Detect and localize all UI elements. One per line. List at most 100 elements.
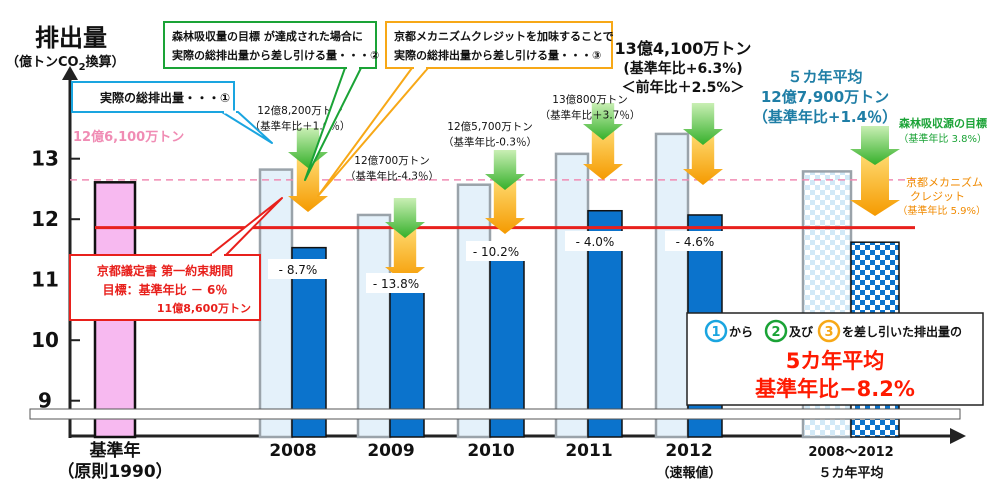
- forest-sink-arrow-avg: [850, 126, 900, 165]
- data-label-y2009-1: （基準年比-4.3％）: [345, 170, 439, 183]
- result-main-line1: 5カ年平均: [786, 349, 885, 373]
- y-tick-label-13: 13: [31, 147, 59, 171]
- y-axis-label-part2: 換算）: [86, 54, 125, 70]
- kyoto-credit-arrow-y2011: [583, 124, 623, 180]
- x-axis-labels: 基準年（原則1990） 2008 2009 2010 2011 2012 （速報値） 2008…: [57, 440, 893, 482]
- result-box: 1 から 2 及び 3 を差し引いた排出量の 5カ年平均 基準年比−8.2%: [686, 312, 984, 406]
- y-ticks: 9 10 11 12 13: [31, 147, 80, 413]
- kyoto-protocol-line2: 目標：基準年比 － 6％: [103, 282, 228, 297]
- forest-target-label-line2: （基準年比 3.8%）: [898, 132, 987, 145]
- data-label-y2009-0: 12億700万トン: [354, 154, 429, 167]
- circled-two-icon: [764, 319, 788, 343]
- data-label-y2010-0: 12億5,700万トン: [447, 120, 532, 133]
- reduction-arrows: [288, 103, 900, 283]
- kyoto-callout-box: [385, 21, 613, 69]
- y-tick-label-10: 10: [31, 328, 59, 352]
- kyoto-credit-label-line3: （基準年比 5.9%）: [897, 204, 986, 217]
- data-label-y2012-0: 13億4,100万トン: [615, 39, 752, 58]
- forest-sink-arrow-y2008: [288, 128, 328, 168]
- y-axis-label: （億トンCO2換算）: [6, 54, 125, 73]
- kyoto-credit-arrow-y2010: [485, 174, 525, 234]
- x-label-y2011: 2011: [565, 441, 612, 461]
- y-axis-arrowhead: [62, 66, 78, 80]
- data-label-avg-2: （基準年比+1.4％）: [753, 108, 897, 126]
- circled-one-digit: 1: [711, 325, 720, 340]
- reduction-label-y2008: - 8.7%: [279, 263, 318, 277]
- data-label-y2008-0: 12億8,200万トン: [257, 104, 342, 117]
- actual-total-callout: 実際の総排出量・・・①: [71, 81, 273, 144]
- reduction-label-bg-y2011: [565, 231, 625, 251]
- data-label-y2010-1: （基準年比-0.3％）: [443, 136, 537, 149]
- kyoto-protocol-line1: 京都議定書 第一約束期間: [97, 263, 233, 278]
- reduction-label-bg-y2009: [366, 273, 426, 293]
- kyoto-callout-line2: 実際の総排出量から差し引ける量・・・③: [394, 48, 601, 62]
- kyoto-protocol-box: [69, 254, 261, 321]
- bar-actual-y2010: [456, 183, 492, 439]
- data-label-y2011-1: （基準年比＋3.7％）: [540, 109, 641, 122]
- kyoto-credit-arrow-y2012: [683, 129, 723, 185]
- x-label-y2012: 2012: [665, 441, 712, 461]
- data-label-y2012-1: (基準年比+6.3%): [623, 60, 742, 77]
- forest-callout-box: [163, 21, 377, 69]
- bar-net-y2008: [291, 246, 327, 438]
- x-label-avg: 2008～2012: [808, 445, 893, 460]
- kyoto-protocol-callout: 京都議定書 第一約束期間 目標：基準年比 － 6％ 11億8,600万トン: [69, 197, 283, 321]
- bar-net-y2010: [489, 256, 525, 438]
- y-tick-label-12: 12: [31, 207, 59, 231]
- x-sublabel-avg: ５カ年平均: [818, 465, 883, 481]
- y-tick-label-9: 9: [38, 389, 52, 413]
- x-label-y2009: 2009: [367, 441, 414, 461]
- reduction-label-bg-y2012: [665, 231, 725, 251]
- forest-callout-line1: 森林吸収量の目標 が達成された場合に: [172, 29, 363, 43]
- x-sublabel-y2012: （速報値）: [656, 465, 721, 481]
- forest-target-label-line1: 森林吸収源の目標: [899, 116, 987, 130]
- data-labels: 12億8,200万トン（基準年比＋1.6％）12億700万トン（基準年比-4.3…: [250, 39, 897, 293]
- forest-sink-arrow-y2012: [683, 103, 723, 145]
- reduction-label-y2009: - 13.8%: [373, 277, 419, 291]
- y-tick-label-11: 11: [31, 268, 59, 292]
- axis-break-strip: [29, 408, 961, 420]
- bar-actual-y2008: [258, 168, 294, 439]
- reduction-label-bg-y2010: [466, 241, 526, 261]
- chart-title: 排出量: [35, 24, 107, 52]
- circled-two-digit: 2: [771, 325, 780, 340]
- data-label-y2012-2: ＜前年比＋2.5%＞: [622, 79, 745, 96]
- y-axis-label-part1: （億トンCO: [6, 54, 79, 70]
- kyoto-credit-arrow-y2009: [385, 222, 425, 283]
- actual-total-callout-box: [71, 81, 235, 113]
- circled-three-icon: [817, 319, 841, 343]
- reduction-label-bg-y2008: [268, 259, 328, 279]
- y-axis-label-sub: 2: [79, 62, 86, 73]
- kyoto-protocol-line3: 11億8,600万トン: [157, 301, 251, 315]
- x-label-base: 基準年: [89, 440, 141, 461]
- result-intro-subtract: を差し引いた排出量の: [842, 324, 962, 339]
- bar-actual-y2009: [356, 213, 392, 439]
- forest-callout: 森林吸収量の目標 が達成された場合に 実際の総排出量から差し引ける量・・・②: [163, 21, 379, 181]
- result-intro-from: から: [729, 325, 753, 339]
- actual-total-text: 実際の総排出量・・・①: [100, 90, 230, 105]
- forest-sink-arrow-y2010: [485, 150, 525, 190]
- actual-total-callout-text: 実際の総排出量・・・①: [100, 90, 230, 105]
- x-sublabel-base: （原則1990）: [57, 461, 172, 482]
- x-axis-arrowhead: [950, 428, 966, 444]
- kyoto-credit-label-line2: クレジット: [910, 190, 965, 203]
- kyoto-callout: 京都メカニズムクレジットを加味することで 実際の総排出量から差し引ける量・・・③: [317, 21, 614, 197]
- kyoto-credit-label-line1: 京都メカニズム: [906, 175, 983, 189]
- kyoto-callout-line1: 京都メカニズムクレジットを加味することで: [394, 29, 614, 43]
- base-year-value-label: 12億6,100万トン: [73, 129, 184, 145]
- forest-sink-arrow-y2011: [583, 103, 623, 140]
- forest-sink-arrow-y2009: [385, 198, 425, 238]
- kyoto-credit-arrow-avg: [850, 149, 900, 216]
- data-label-y2011-0: 13億800万トン: [552, 93, 627, 106]
- circled-one-icon: [704, 319, 728, 343]
- data-label-avg-0: ５カ年平均: [787, 68, 862, 86]
- x-label-y2010: 2010: [467, 441, 514, 461]
- bar-actual-y2011: [554, 152, 590, 439]
- data-label-avg-1: 12億7,900万トン: [761, 88, 889, 106]
- reduction-label-y2012: - 4.6%: [676, 235, 715, 249]
- circled-three-digit: 3: [824, 325, 833, 340]
- result-intro-and: 及び: [789, 324, 814, 339]
- x-label-y2008: 2008: [269, 441, 316, 461]
